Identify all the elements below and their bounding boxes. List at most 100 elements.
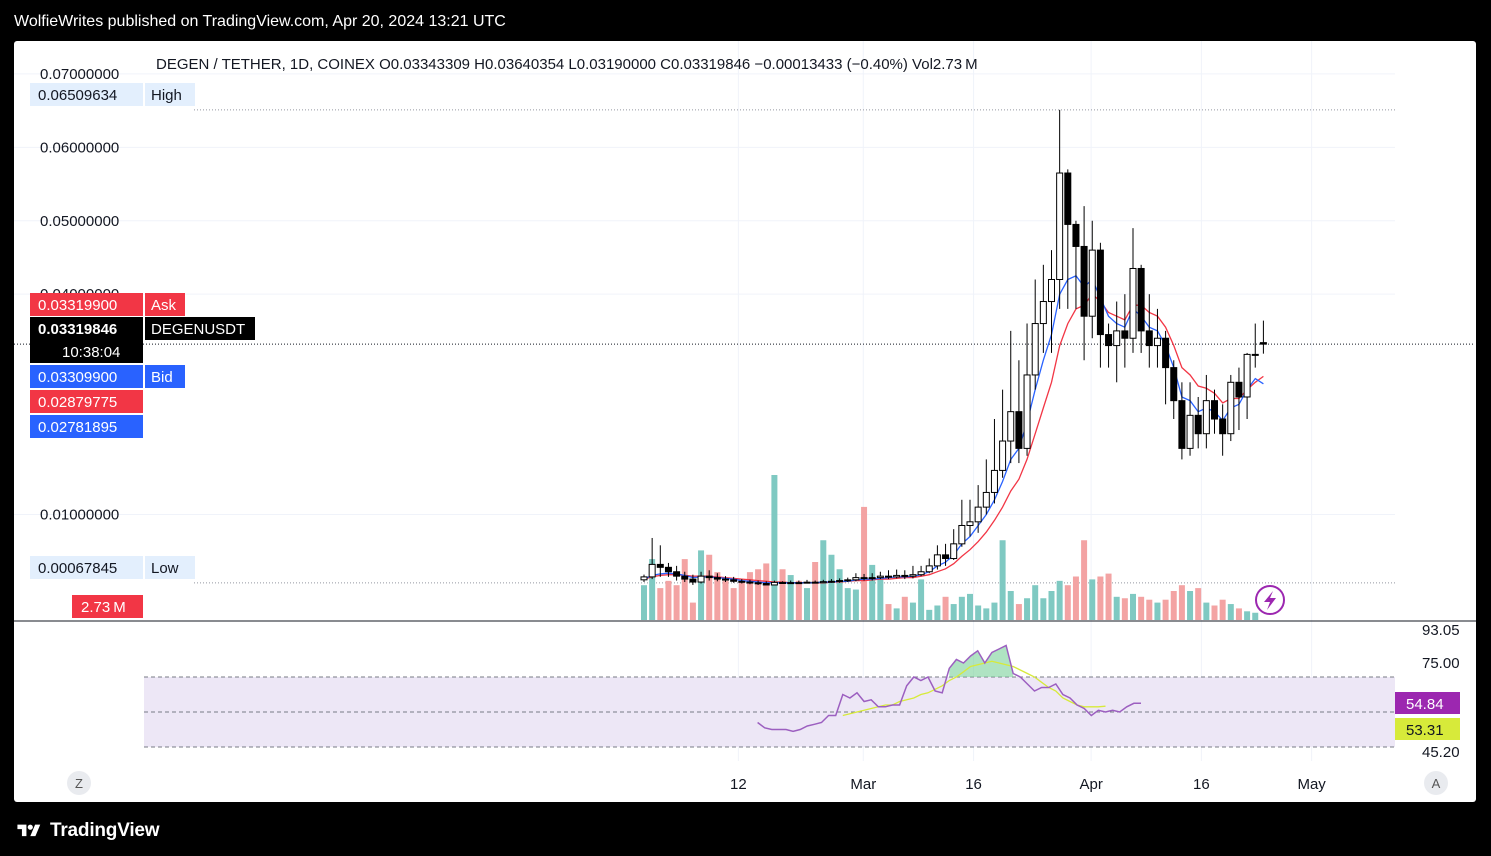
price-tick-label: 0.06000000 — [40, 139, 119, 156]
chart-frame[interactable]: DEGEN / TETHER, 1D, COINEX O0.03343309 H… — [14, 41, 1476, 802]
volume-bar — [1040, 598, 1047, 620]
rsi-tick-label: 93.05 — [1422, 622, 1460, 639]
candle-body — [673, 571, 681, 577]
candle-body — [713, 577, 721, 580]
candle-body — [925, 565, 933, 573]
candle-body — [1178, 400, 1186, 449]
candle-body — [909, 574, 917, 577]
rsi-tick-label: 45.20 — [1422, 744, 1460, 761]
candle — [1259, 320, 1267, 354]
zoom-left-button[interactable]: Z — [67, 771, 91, 795]
volume-bar — [999, 540, 1006, 620]
volume-bar — [673, 585, 680, 620]
price-label-low: 0.00067845 Low — [30, 556, 195, 579]
volume-bar — [1227, 604, 1234, 620]
candle — [1031, 279, 1039, 390]
volume-bar — [1089, 579, 1096, 620]
candle-body — [681, 575, 689, 580]
candle-body — [1251, 353, 1259, 356]
candle — [770, 580, 778, 586]
candle — [1015, 360, 1023, 464]
candle-body — [852, 577, 860, 581]
candle-body — [795, 582, 803, 585]
candle-body — [722, 578, 729, 581]
zoom-button-label: Z — [75, 776, 83, 791]
volume-bar — [1252, 612, 1259, 620]
candle — [852, 573, 860, 582]
volume-bar — [950, 604, 957, 620]
price-label-text: 0.03319900 — [38, 297, 117, 314]
candle — [1145, 294, 1153, 368]
candle — [1202, 374, 1210, 449]
candle — [836, 578, 844, 583]
volume-bar — [779, 569, 786, 620]
candle — [844, 577, 852, 583]
price-label-box — [30, 83, 143, 106]
candle-body — [1129, 267, 1137, 339]
candle-body — [762, 582, 770, 586]
candle-body — [1023, 374, 1031, 449]
volume-bar — [1162, 599, 1169, 620]
candle-body — [1227, 381, 1235, 435]
candle-body — [640, 576, 648, 581]
volume-bar — [641, 585, 647, 620]
candle-body — [1186, 414, 1194, 449]
candle-body — [811, 581, 819, 584]
price-tick-label: 0.01000000 — [40, 506, 119, 523]
volume-bar — [1015, 604, 1022, 620]
candle-body — [950, 543, 958, 560]
volume-bar — [1195, 588, 1202, 620]
candle-body — [999, 440, 1007, 471]
volume-bar — [1146, 599, 1153, 620]
volume-bar — [706, 554, 713, 620]
candle — [795, 580, 803, 585]
candle — [966, 499, 974, 537]
candle — [933, 545, 941, 570]
candle-body — [893, 574, 901, 578]
volume-bar — [755, 569, 762, 620]
volume-bar — [1138, 596, 1145, 620]
candle-body — [754, 582, 762, 585]
candle-body — [738, 580, 746, 583]
candle-body — [648, 563, 656, 578]
price-label-box — [30, 556, 143, 579]
candle — [1007, 330, 1015, 464]
candle-body — [1096, 249, 1104, 336]
candle — [803, 579, 811, 584]
volume-bar — [836, 569, 843, 620]
candle — [1251, 323, 1259, 368]
zoom-button-circle — [1424, 771, 1448, 795]
candle — [722, 576, 729, 583]
candle-body — [844, 579, 852, 582]
candle — [868, 573, 876, 581]
lightning-bolt — [1264, 591, 1276, 610]
publish-title: WolfieWrites published on TradingView.co… — [14, 13, 506, 30]
candle-body — [1015, 411, 1023, 449]
zoom-right-button[interactable]: A — [1424, 771, 1448, 795]
candle-body — [982, 491, 990, 508]
volume-bar — [763, 563, 770, 620]
candle-body — [1064, 172, 1072, 225]
volume-bar — [1024, 598, 1031, 620]
volume-label: 2.73 M — [72, 595, 143, 618]
price-chart[interactable]: DEGEN / TETHER, 1D, COINEX O0.03343309 H… — [14, 41, 1476, 802]
candle — [738, 579, 746, 584]
rsi-tick-label: 75.00 — [1422, 655, 1460, 672]
volume-bar — [942, 596, 949, 620]
rsi-ma-current-box — [1395, 718, 1460, 740]
volume-bar — [746, 572, 753, 620]
volume-bar — [885, 604, 892, 620]
candle-body — [1121, 330, 1129, 339]
candle-body — [1113, 330, 1121, 347]
candle — [917, 565, 925, 577]
volume-bar — [689, 602, 696, 620]
candle-body — [1219, 418, 1227, 435]
volume-bar — [926, 609, 933, 620]
price-label-box — [30, 293, 143, 316]
candle — [958, 499, 966, 547]
candle-body — [1153, 337, 1161, 347]
footer-brand: TradingView — [50, 820, 160, 841]
volume-bar — [1154, 602, 1161, 620]
price-label-box — [30, 415, 143, 438]
candle-body — [1048, 278, 1055, 303]
